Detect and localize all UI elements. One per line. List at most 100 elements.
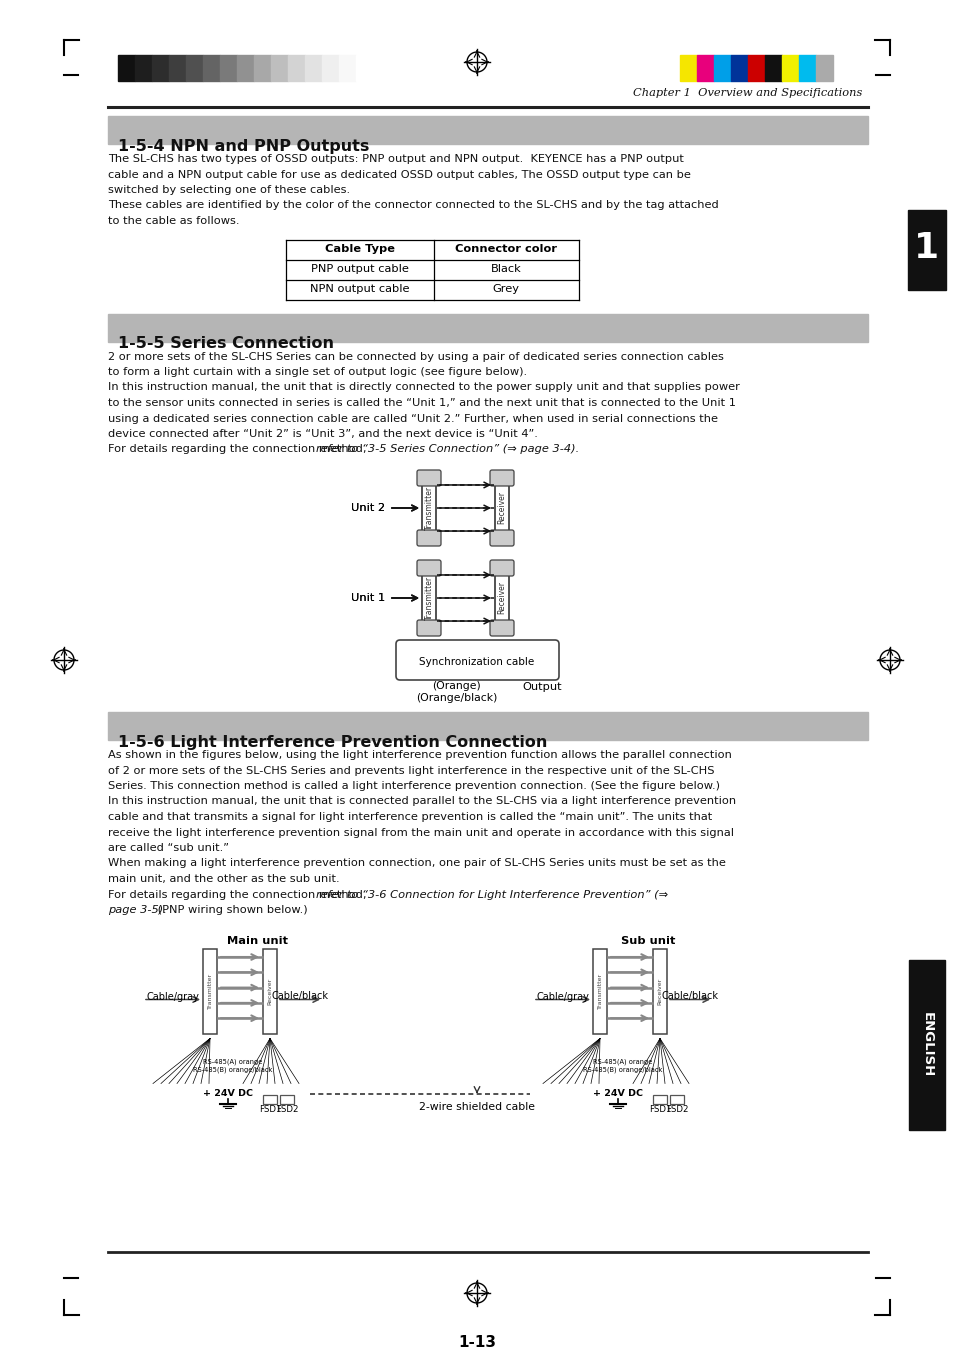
Bar: [108, 712, 867, 740]
Text: 1: 1: [914, 231, 939, 265]
Text: For details regarding the connection method,: For details regarding the connection met…: [108, 889, 370, 900]
Text: Receiver: Receiver: [267, 977, 273, 1005]
Bar: [108, 116, 867, 143]
Bar: [421, 472, 436, 544]
Text: +⁠ 24V DC: +⁠ 24V DC: [203, 1089, 253, 1097]
Text: Transmitter: Transmitter: [424, 576, 433, 620]
Bar: [355, 55, 373, 81]
Bar: [730, 55, 747, 81]
Text: Unit 2: Unit 2: [351, 503, 385, 513]
Bar: [815, 55, 832, 81]
Bar: [220, 55, 236, 81]
Text: Unit 2: Unit 2: [351, 503, 385, 513]
Bar: [652, 948, 666, 1034]
Bar: [322, 55, 338, 81]
Text: 1-5-6 Light Interference Prevention Connection: 1-5-6 Light Interference Prevention Conn…: [118, 735, 547, 750]
Text: to the sensor units connected in series is called the “Unit 1,” and the next uni: to the sensor units connected in series …: [108, 398, 735, 409]
FancyBboxPatch shape: [416, 469, 440, 486]
Bar: [135, 55, 152, 81]
Text: Output: Output: [521, 682, 561, 691]
Text: Connector color: Connector color: [455, 244, 557, 253]
Text: Cable/gray: Cable/gray: [536, 992, 589, 1001]
Bar: [495, 472, 509, 544]
Text: (PNP wiring shown below.): (PNP wiring shown below.): [154, 905, 308, 915]
Bar: [236, 55, 253, 81]
Text: Transmitter: Transmitter: [597, 973, 602, 1009]
Text: The SL-CHS has two types of OSSD outputs: PNP output and NPN output.  KEYENCE ha: The SL-CHS has two types of OSSD outputs…: [108, 154, 683, 164]
Text: main unit, and the other as the sub unit.: main unit, and the other as the sub unit…: [108, 874, 339, 884]
Text: Cable/black: Cable/black: [660, 992, 718, 1001]
Bar: [280, 1095, 294, 1104]
Bar: [908, 961, 944, 1130]
Bar: [186, 55, 203, 81]
Text: For details regarding the connection method,: For details regarding the connection met…: [108, 445, 370, 455]
Bar: [152, 55, 169, 81]
Text: PNP output cable: PNP output cable: [311, 264, 409, 273]
Text: Unit 1: Unit 1: [351, 593, 385, 603]
Text: Cable Type: Cable Type: [325, 244, 395, 253]
Bar: [495, 561, 509, 635]
Text: refer to “3-6 Connection for Light Interference Prevention” (⇒: refer to “3-6 Connection for Light Inter…: [315, 889, 667, 900]
Bar: [713, 55, 730, 81]
Bar: [764, 55, 781, 81]
Text: RS-485(A) orange: RS-485(A) orange: [203, 1058, 262, 1065]
Bar: [305, 55, 322, 81]
Text: In this instruction manual, the unit that is directly connected to the power sup: In this instruction manual, the unit tha…: [108, 383, 740, 392]
Text: Receiver: Receiver: [497, 582, 506, 614]
Bar: [907, 210, 945, 290]
Text: Synchronization cable: Synchronization cable: [419, 658, 534, 667]
Text: refer to “3-5 Series Connection” (⇒ page 3-4).: refer to “3-5 Series Connection” (⇒ page…: [315, 445, 578, 455]
Text: (Orange): (Orange): [432, 681, 481, 691]
Text: +⁠ 24V DC: +⁠ 24V DC: [593, 1089, 642, 1097]
Bar: [263, 1095, 276, 1104]
FancyBboxPatch shape: [416, 620, 440, 636]
Text: receive the light interference prevention signal from the main unit and operate : receive the light interference preventio…: [108, 828, 733, 838]
Bar: [203, 55, 220, 81]
Text: of 2 or more sets of the SL-CHS Series and prevents light interference in the re: of 2 or more sets of the SL-CHS Series a…: [108, 766, 714, 775]
Text: Cable/gray: Cable/gray: [147, 992, 199, 1001]
Bar: [593, 948, 606, 1034]
Text: cable and a NPN output cable for use as dedicated OSSD output cables, The OSSD o: cable and a NPN output cable for use as …: [108, 169, 690, 180]
Text: using a dedicated series connection cable are called “Unit 2.” Further, when use: using a dedicated series connection cabl…: [108, 414, 718, 423]
Text: cable and that transmits a signal for light interference prevention is called th: cable and that transmits a signal for li…: [108, 812, 712, 823]
FancyBboxPatch shape: [490, 560, 514, 576]
Text: 1-5-5 Series Connection: 1-5-5 Series Connection: [118, 337, 334, 352]
Text: FSD1: FSD1: [648, 1105, 671, 1115]
Text: Sub unit: Sub unit: [620, 936, 675, 947]
Text: ENGLISH: ENGLISH: [920, 1012, 933, 1077]
Bar: [679, 55, 697, 81]
Text: page 3-5).: page 3-5).: [108, 905, 167, 915]
Bar: [697, 55, 713, 81]
Text: Series. This connection method is called a light interference prevention connect: Series. This connection method is called…: [108, 781, 720, 792]
Text: to form a light curtain with a single set of output logic (see figure below).: to form a light curtain with a single se…: [108, 367, 527, 377]
Bar: [169, 55, 186, 81]
Text: RS-485(B) orange/black: RS-485(B) orange/black: [582, 1066, 662, 1073]
Text: Transmitter: Transmitter: [424, 486, 433, 530]
Text: Receiver: Receiver: [657, 977, 661, 1005]
Bar: [271, 55, 288, 81]
Text: Main unit: Main unit: [227, 936, 288, 947]
Text: These cables are identified by the color of the connector connected to the SL-CH: These cables are identified by the color…: [108, 200, 718, 211]
Bar: [799, 55, 815, 81]
Text: Cable/black: Cable/black: [272, 992, 328, 1001]
Text: to the cable as follows.: to the cable as follows.: [108, 216, 239, 226]
Text: Unit 1: Unit 1: [351, 593, 385, 603]
Text: device connected after “Unit 2” is “Unit 3”, and the next device is “Unit 4”.: device connected after “Unit 2” is “Unit…: [108, 429, 537, 438]
Text: switched by selecting one of these cables.: switched by selecting one of these cable…: [108, 185, 350, 195]
Text: (Orange/black): (Orange/black): [416, 693, 497, 704]
Bar: [288, 55, 305, 81]
Text: NPN output cable: NPN output cable: [310, 284, 410, 294]
Bar: [747, 55, 764, 81]
Text: FSD2: FSD2: [275, 1105, 298, 1115]
FancyBboxPatch shape: [490, 620, 514, 636]
FancyBboxPatch shape: [490, 469, 514, 486]
Text: 2-wire shielded cable: 2-wire shielded cable: [418, 1101, 535, 1112]
FancyBboxPatch shape: [416, 560, 440, 576]
Text: Transmitter: Transmitter: [208, 973, 213, 1009]
FancyBboxPatch shape: [395, 640, 558, 681]
Text: RS-485(A) orange: RS-485(A) orange: [593, 1058, 652, 1065]
Text: As shown in the figures below, using the light interference prevention function : As shown in the figures below, using the…: [108, 750, 731, 760]
FancyBboxPatch shape: [416, 530, 440, 547]
Text: FSD1: FSD1: [258, 1105, 281, 1115]
Bar: [108, 314, 867, 341]
